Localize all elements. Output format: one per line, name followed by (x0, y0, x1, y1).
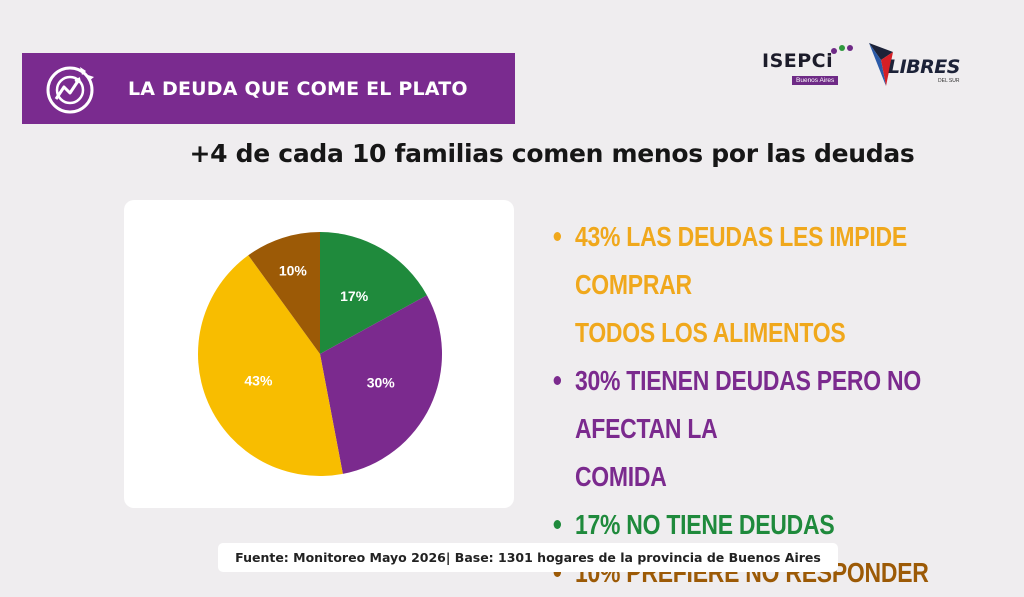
pie-slice-label-30: 30% (367, 375, 396, 391)
legend-bullet (553, 232, 562, 241)
libres-logo: LIBRES DEL SUR (866, 40, 966, 96)
legend-item-2-line-2: COMIDA (552, 453, 995, 501)
legend-item-1-line-2: TODOS LOS ALIMENTOS (552, 309, 995, 357)
broken-plate-icon (46, 66, 94, 113)
source-note: Fuente: Monitoreo Mayo 2026| Base: 1301 … (218, 543, 838, 572)
pie-slice-label-43: 43% (244, 373, 273, 389)
legend-item-1: 43% LAS DEUDAS LES IMPIDE COMPRAR (552, 213, 995, 309)
pie-slice-label-10: 10% (279, 262, 308, 278)
pie-chart-card: 17% 30% 43% 10% (124, 200, 514, 508)
legend-bullet (553, 568, 562, 577)
legend-bullet (553, 376, 562, 385)
banner-title: LA DEUDA QUE COME EL PLATO (128, 77, 468, 100)
libres-logo-text: LIBRES (888, 56, 960, 78)
isepci-dots-icon (831, 45, 853, 54)
isepci-logo: ISEPCi Buenos Aires (762, 44, 862, 90)
pie-slice-label-17: 17% (340, 288, 369, 304)
pie-slice-30 (320, 295, 442, 474)
legend-text: COMIDA (574, 461, 667, 492)
legend-item-3: 17% NO TIENE DEUDAS (552, 501, 995, 549)
pie-chart: 17% 30% 43% 10% (198, 232, 442, 476)
pie-slice-17 (320, 232, 427, 354)
legend-text: 17% NO TIENE DEUDAS (574, 509, 835, 540)
headline: +4 de cada 10 familias comen menos por l… (189, 139, 915, 168)
legend-text: 43% LAS DEUDAS LES IMPIDE COMPRAR (574, 221, 907, 300)
title-banner: LA DEUDA QUE COME EL PLATO (22, 53, 515, 124)
isepci-logo-text: ISEPCi (762, 50, 834, 72)
pie-slice-10 (248, 232, 320, 354)
legend-bullet (553, 520, 562, 529)
legend-text: TODOS LOS ALIMENTOS (574, 317, 846, 348)
legend-text: 30% TIENEN DEUDAS PERO NO AFECTAN LA (574, 365, 921, 444)
legend-item-2: 30% TIENEN DEUDAS PERO NO AFECTAN LA (552, 357, 995, 453)
libres-flag-icon (869, 43, 893, 86)
libres-logo-sub: DEL SUR (938, 78, 960, 84)
pie-slice-43 (198, 255, 343, 476)
isepci-logo-sub: Buenos Aires (792, 76, 839, 85)
chart-legend: 43% LAS DEUDAS LES IMPIDE COMPRAR TODOS L… (552, 213, 1012, 597)
